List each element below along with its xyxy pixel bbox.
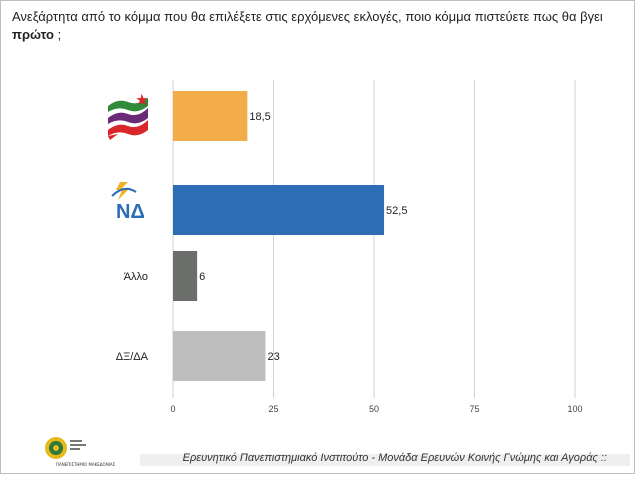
bar-0 (173, 91, 248, 141)
bar-value-label: 23 (267, 351, 279, 363)
x-tick-label: 100 (567, 404, 582, 414)
bar-2 (173, 251, 198, 301)
nd-logo: ΝΔ (111, 182, 145, 223)
syriza-logo (108, 93, 148, 140)
x-tick-label: 75 (469, 404, 479, 414)
bar-value-label: 18,5 (249, 111, 270, 123)
footer-band (140, 454, 630, 466)
footer: Ερευνητικό Πανεπιστημιακό Ινστιτούτο - Μ… (0, 440, 635, 474)
question-text: Ανεξάρτητα από το κόμμα που θα επιλέξετε… (12, 9, 603, 24)
bar-value-label: 6 (199, 271, 205, 283)
x-tick-label: 25 (268, 404, 278, 414)
question-emphasis: πρώτο (12, 27, 54, 42)
x-tick-label: 50 (369, 404, 379, 414)
x-tick-label: 0 (170, 404, 175, 414)
bar-3 (173, 331, 266, 381)
category-label: ΔΞ/ΔΑ (116, 351, 149, 363)
bar-1 (173, 185, 385, 235)
chart-bars (173, 91, 385, 381)
bar-value-label: 52,5 (386, 205, 407, 217)
question-suffix: ; (54, 27, 62, 42)
university-logo (38, 434, 118, 472)
chart-labels: 18,5 52,5 6 Άλλο 23 ΔΞ/ΔΑ (116, 111, 408, 363)
chart-ticks: 0 25 50 75 100 (170, 404, 582, 414)
category-label: Άλλο (124, 271, 148, 283)
survey-question: Ανεξάρτητα από το κόμμα που θα επιλέξετε… (12, 8, 612, 44)
university-caption: ΠΑΝΕΠΙΣΤΗΜΙΟ ΜΑΚΕΔΟΝΙΑΣ (56, 462, 116, 467)
nd-logo-text: ΝΔ (116, 201, 145, 223)
bar-chart: 18,5 52,5 6 Άλλο 23 ΔΞ/ΔΑ 0 25 50 75 100 ΝΔ (108, 80, 583, 414)
footer-text: Ερευνητικό Πανεπιστημιακό Ινστιτούτο - Μ… (182, 452, 607, 464)
